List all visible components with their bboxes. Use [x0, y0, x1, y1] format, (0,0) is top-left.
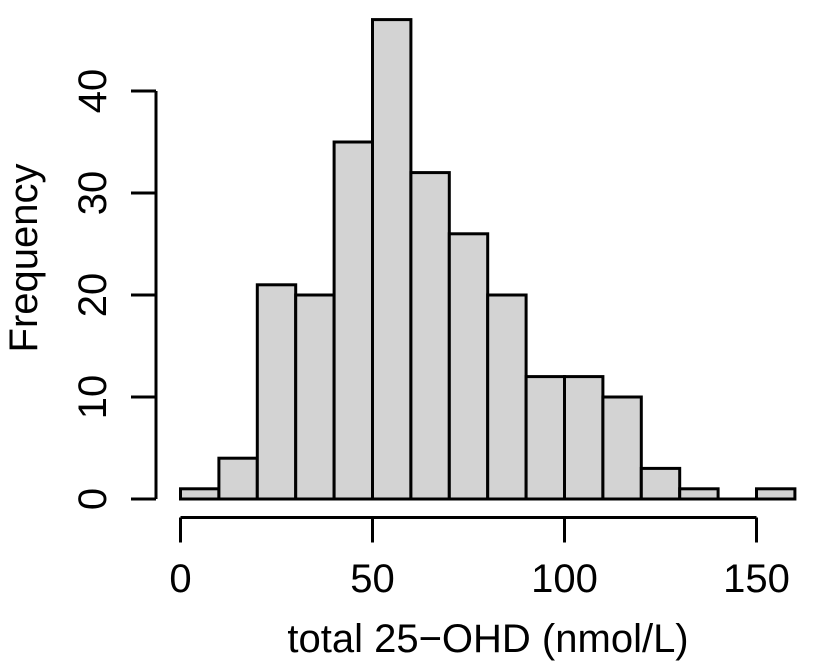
x-axis-title: total 25−OHD (nmol/L)	[287, 617, 688, 661]
y-tick-label-10: 10	[71, 375, 115, 420]
histogram-bar-110-120	[601, 395, 643, 501]
histogram-bar-70-80	[447, 232, 490, 501]
y-tick-label-30: 30	[71, 171, 115, 216]
histogram-bar-150-160	[755, 487, 797, 501]
histogram-bar-20-30	[255, 283, 298, 501]
bars-layer	[179, 18, 797, 501]
histogram-bar-90-100	[524, 375, 566, 501]
y-tick-label-20: 20	[71, 273, 115, 318]
y-axis-title: Frequency	[2, 164, 46, 353]
y-tick-label-40: 40	[71, 69, 115, 114]
x-tick-label-100: 100	[531, 557, 598, 601]
y-tick-label-0: 0	[71, 488, 115, 510]
histogram-bar-0-10	[179, 487, 221, 501]
histogram-bar-130-140	[678, 487, 720, 501]
histogram-bar-60-70	[409, 171, 451, 501]
histogram-bar-50-60	[371, 18, 413, 501]
x-tick-label-0: 0	[169, 557, 191, 601]
histogram-bar-80-90	[486, 293, 528, 501]
axes-layer: 0 10 20 30 40 0 50 100 150	[71, 69, 790, 601]
histogram-bar-120-130	[639, 466, 682, 501]
x-tick-label-150: 150	[723, 557, 790, 601]
histogram-bar-30-40	[294, 293, 336, 501]
histogram-bar-40-50	[332, 140, 375, 501]
histogram-bar-10-20	[217, 456, 259, 501]
x-tick-label-50: 50	[350, 557, 395, 601]
histogram-bar-100-110	[563, 375, 605, 501]
